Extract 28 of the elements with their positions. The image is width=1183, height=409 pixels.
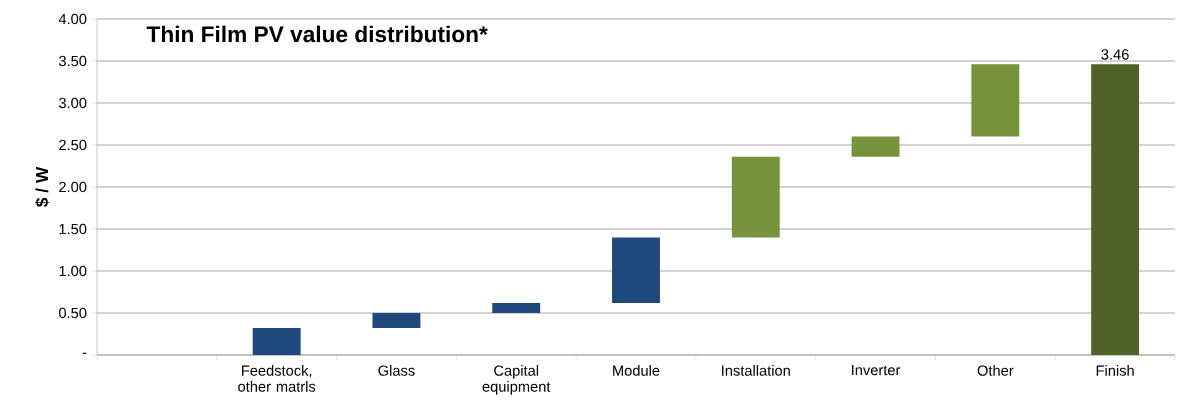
- bar: [492, 302, 541, 313]
- y-tick-label: 4.00: [58, 13, 87, 25]
- x-tick-label: Glass: [378, 365, 415, 376]
- y-tick-label: 0.50: [58, 307, 87, 319]
- bar: [731, 156, 780, 238]
- y-axis-title: $ / W: [35, 166, 50, 207]
- bar: [252, 328, 301, 355]
- x-tick-label: Module: [613, 365, 660, 376]
- y-tick-label: 2.00: [59, 181, 87, 193]
- chart-title: Thin Film PV value distribution*: [146, 25, 488, 43]
- y-tick-label: 2.50: [59, 139, 87, 151]
- bar: [851, 136, 900, 157]
- data-label: 3.46: [1101, 49, 1129, 60]
- bar: [1091, 64, 1140, 355]
- bar: [372, 312, 421, 329]
- x-tick-label: Capital equipment: [482, 365, 551, 395]
- y-tick-label: 1.00: [59, 265, 87, 277]
- y-tick-label: -: [82, 352, 87, 354]
- y-tick-label: 3.50: [58, 55, 87, 67]
- x-tick-label: Installation: [722, 365, 790, 376]
- x-tick-label: Other: [977, 365, 1014, 376]
- x-tick-label: Inverter: [852, 365, 901, 376]
- bar: [612, 237, 660, 303]
- y-tick-label: 3.00: [58, 97, 87, 109]
- bar: [971, 64, 1020, 137]
- x-tick-label: Finish: [1096, 365, 1134, 376]
- x-tick-label: Feedstock, other matrls: [238, 365, 316, 392]
- y-tick-label: 1.50: [59, 223, 87, 235]
